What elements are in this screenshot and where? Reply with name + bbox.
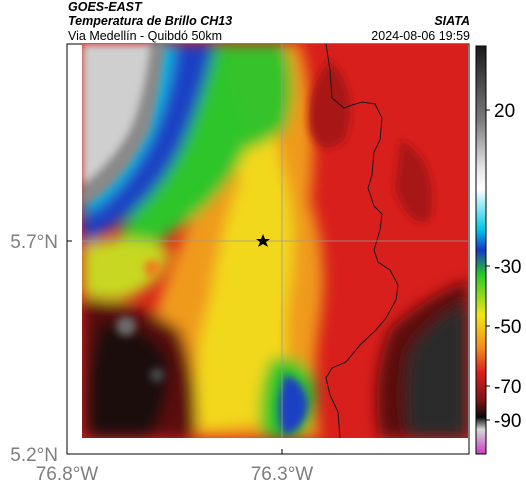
colorbar-tick-label: -90 (494, 411, 521, 432)
colorbar-tick-label: -50 (494, 317, 521, 338)
timestamp-label: 2024-08-06 19:59 (371, 29, 470, 43)
colorbar-tick-label: -70 (494, 377, 521, 398)
x-tick-label: 76.3°W (251, 464, 314, 485)
satellite-source: GOES-EAST (68, 0, 142, 14)
product-title: Temperatura de Brillo CH13 (68, 14, 233, 28)
x-tick-label: 76.8°W (36, 464, 99, 485)
y-tick-label: 5.2°N (10, 445, 58, 466)
organization-label: SIATA (434, 14, 470, 28)
department-border-line (325, 44, 399, 438)
colorbar-tick-label: -30 (494, 257, 521, 278)
region-label: Via Medellín - Quibdó 50km (68, 29, 223, 43)
colorbar-gradient (475, 45, 487, 455)
colorbar-tick-label: 20 (494, 101, 515, 122)
y-tick-label: 5.7°N (10, 232, 58, 253)
city-marker-star-icon (256, 234, 270, 247)
